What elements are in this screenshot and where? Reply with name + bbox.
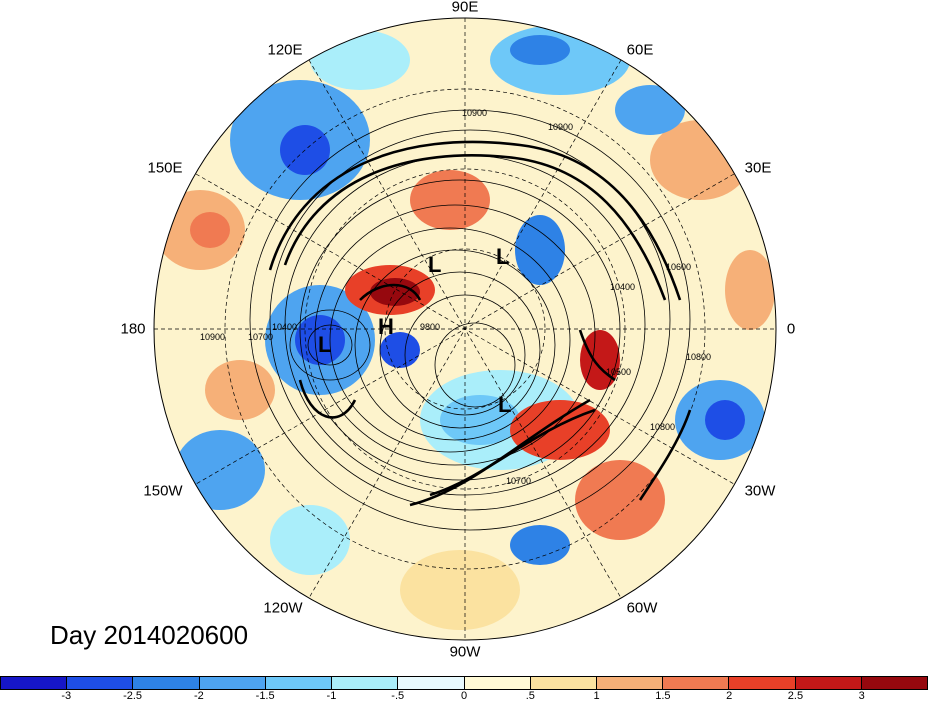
colorbar-tick-label: -.5 bbox=[391, 690, 405, 702]
svg-text:10400: 10400 bbox=[610, 282, 635, 292]
jet-contours bbox=[268, 140, 692, 507]
low-marker: L bbox=[498, 392, 511, 417]
svg-text:10900: 10900 bbox=[200, 332, 225, 342]
pressure-systems: L L H L L bbox=[318, 244, 511, 417]
low-marker: L bbox=[496, 244, 509, 269]
low-marker: L bbox=[428, 252, 441, 277]
colorbar-swatch bbox=[265, 677, 333, 689]
colorbar-tick-label: 1.5 bbox=[655, 690, 671, 702]
polar-stereographic-map: 10900 10900 10900 10700 10400 9800 10600… bbox=[153, 17, 777, 641]
lon-label-120e: 120E bbox=[267, 41, 303, 59]
colorbar-tick-label: 0 bbox=[460, 690, 468, 702]
svg-text:10700: 10700 bbox=[248, 332, 273, 342]
height-contours bbox=[249, 109, 691, 531]
colorbar bbox=[0, 676, 928, 690]
lon-label-120w: 120W bbox=[263, 599, 303, 617]
colorbar-swatch bbox=[464, 677, 531, 689]
colorbar-tick-label: .5 bbox=[525, 690, 535, 702]
colorbar-swatch bbox=[530, 677, 597, 689]
colorbar-tick-label: 1 bbox=[593, 690, 600, 702]
colorbar-tick-label: 2 bbox=[726, 690, 733, 702]
lon-label-90e: 90E bbox=[451, 0, 479, 16]
svg-text:10500: 10500 bbox=[606, 367, 631, 377]
svg-text:10700: 10700 bbox=[506, 476, 531, 486]
lon-label-180: 180 bbox=[120, 320, 146, 338]
svg-text:10600: 10600 bbox=[666, 262, 691, 272]
colorbar-tick-label: -2.5 bbox=[123, 690, 143, 702]
lon-label-0: 0 bbox=[786, 320, 796, 338]
high-marker: H bbox=[378, 314, 394, 339]
colorbar-tick-label: 2.5 bbox=[787, 690, 804, 702]
lon-label-30e: 30E bbox=[744, 159, 772, 177]
colorbar-swatch bbox=[332, 677, 399, 689]
colorbar-swatch bbox=[1, 677, 68, 689]
svg-text:10400: 10400 bbox=[272, 322, 297, 332]
colorbar-swatch bbox=[398, 677, 465, 689]
svg-text:10900: 10900 bbox=[462, 108, 487, 118]
colorbar-swatch bbox=[729, 677, 796, 689]
colorbar-swatch bbox=[795, 677, 862, 689]
lon-label-150e: 150E bbox=[147, 159, 183, 177]
graticule bbox=[153, 17, 777, 641]
colorbar-tick-label: -1.5 bbox=[255, 690, 275, 702]
lon-label-30w: 30W bbox=[744, 482, 776, 500]
lon-label-150w: 150W bbox=[143, 482, 183, 500]
lon-label-90w: 90W bbox=[449, 643, 481, 661]
colorbar-swatch bbox=[133, 677, 200, 689]
colorbar-swatch bbox=[596, 677, 664, 689]
svg-text:9800: 9800 bbox=[420, 322, 440, 332]
low-marker: L bbox=[318, 332, 331, 357]
colorbar-tick-label: -1 bbox=[326, 690, 337, 702]
colorbar-swatch bbox=[663, 677, 730, 689]
colorbar-tick-label: 3 bbox=[858, 690, 865, 702]
svg-text:10800: 10800 bbox=[686, 352, 711, 362]
colorbar-swatch bbox=[67, 677, 134, 689]
map-title: Day 2014020600 bbox=[50, 620, 249, 650]
svg-text:10900: 10900 bbox=[548, 122, 573, 132]
svg-text:10800: 10800 bbox=[650, 422, 675, 432]
contour-labels: 10900 10900 10900 10700 10400 9800 10600… bbox=[200, 108, 711, 486]
colorbar-tick-label: -3 bbox=[61, 690, 72, 702]
colorbar-tick-label: -2 bbox=[193, 690, 204, 702]
lon-label-60w: 60W bbox=[626, 599, 658, 617]
colorbar-swatch bbox=[861, 677, 928, 689]
colorbar-swatch bbox=[199, 677, 266, 689]
lon-label-60e: 60E bbox=[626, 41, 654, 59]
